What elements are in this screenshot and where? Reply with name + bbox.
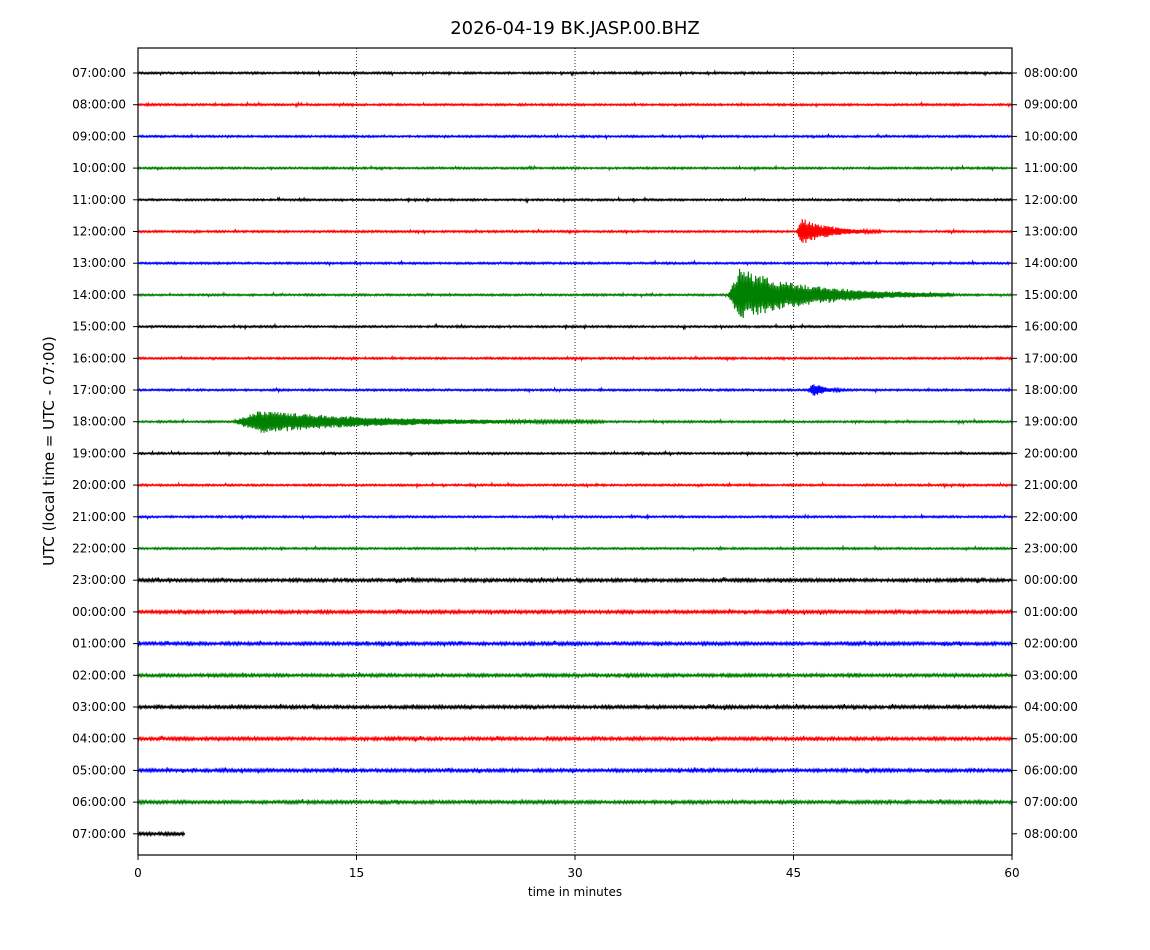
trace-row-4	[137, 195, 1013, 204]
left-tick-label-14: 21:00:00	[72, 510, 126, 524]
right-tick-label-1: 09:00:00	[1024, 98, 1078, 112]
left-tick-label-15: 22:00:00	[72, 542, 126, 556]
trace-row-19	[137, 671, 1013, 680]
left-tick-label-9: 16:00:00	[72, 351, 126, 365]
right-tick-label-12: 20:00:00	[1024, 446, 1078, 460]
right-tick-label-19: 03:00:00	[1024, 668, 1078, 682]
right-tick-label-15: 23:00:00	[1024, 542, 1078, 556]
trace-row-23	[137, 798, 1013, 806]
right-tick-label-13: 21:00:00	[1024, 478, 1078, 492]
right-tick-label-2: 10:00:00	[1024, 129, 1078, 143]
trace-row-11	[137, 411, 1013, 433]
left-tick-label-4: 11:00:00	[72, 193, 126, 207]
left-tick-label-6: 13:00:00	[72, 256, 126, 270]
trace-row-12	[137, 449, 1013, 458]
y-axis-label: UTC (local time = UTC - 07:00)	[40, 336, 58, 566]
x-tick-label-15: 15	[349, 866, 364, 880]
right-tick-label-18: 02:00:00	[1024, 637, 1078, 651]
left-tick-label-5: 12:00:00	[72, 225, 126, 239]
right-tick-label-0: 08:00:00	[1024, 66, 1078, 80]
left-tick-label-22: 05:00:00	[72, 763, 126, 777]
trace-row-14	[137, 512, 1013, 521]
trace-row-2	[137, 132, 1013, 141]
trace-row-7	[137, 268, 1013, 319]
chart-title: 2026-04-19 BK.JASP.00.BHZ	[450, 18, 700, 39]
right-tick-label-11: 19:00:00	[1024, 415, 1078, 429]
left-tick-label-0: 07:00:00	[72, 66, 126, 80]
right-tick-label-14: 22:00:00	[1024, 510, 1078, 524]
left-tick-label-20: 03:00:00	[72, 700, 126, 714]
trace-row-18	[137, 639, 1013, 648]
left-tick-label-7: 14:00:00	[72, 288, 126, 302]
trace-row-17	[137, 608, 1013, 616]
right-tick-label-3: 11:00:00	[1024, 161, 1078, 175]
x-tick-label-45: 45	[786, 866, 801, 880]
right-tick-label-22: 06:00:00	[1024, 763, 1078, 777]
trace-row-15	[137, 544, 1013, 552]
left-tick-label-21: 04:00:00	[72, 732, 126, 746]
trace-row-6	[137, 259, 1013, 267]
trace-row-21	[137, 734, 1013, 743]
x-tick-label-60: 60	[1004, 866, 1019, 880]
left-tick-label-16: 23:00:00	[72, 573, 126, 587]
trace-row-20	[137, 703, 1013, 712]
trace-row-22	[137, 766, 1013, 775]
x-tick-labels: 0 15 30 45 60	[134, 855, 1020, 880]
right-tick-label-4: 12:00:00	[1024, 193, 1078, 207]
trace-row-16	[137, 575, 1013, 584]
right-tick-label-10: 18:00:00	[1024, 383, 1078, 397]
trace-row-1	[137, 100, 1013, 109]
left-tick-label-11: 18:00:00	[72, 415, 126, 429]
left-tick-label-23: 06:00:00	[72, 795, 126, 809]
left-tick-label-18: 01:00:00	[72, 637, 126, 651]
trace-row-9	[137, 354, 1013, 362]
trace-row-13	[137, 481, 1013, 490]
x-tick-label-30: 30	[567, 866, 582, 880]
trace-row-3	[137, 164, 1013, 173]
left-tick-label-3: 10:00:00	[72, 161, 126, 175]
left-tick-label-1: 08:00:00	[72, 98, 126, 112]
right-tick-label-8: 16:00:00	[1024, 320, 1078, 334]
right-tick-label-9: 17:00:00	[1024, 351, 1078, 365]
left-tick-label-8: 15:00:00	[72, 320, 126, 334]
left-tick-label-17: 00:00:00	[72, 605, 126, 619]
left-tick-label-10: 17:00:00	[72, 383, 126, 397]
left-tick-label-24: 07:00:00	[72, 827, 126, 841]
left-tick-label-12: 19:00:00	[72, 446, 126, 460]
y-tick-labels: 07:00:00 08:00:00 09:00:00 10:00:00 11:00:00…	[72, 66, 1078, 841]
left-tick-label-13: 20:00:00	[72, 478, 126, 492]
left-tick-label-2: 09:00:00	[72, 129, 126, 143]
right-tick-label-6: 14:00:00	[1024, 256, 1078, 270]
trace-row-8	[137, 322, 1013, 331]
seismic-traces	[137, 69, 1013, 838]
right-tick-label-7: 15:00:00	[1024, 288, 1078, 302]
x-axis-label: time in minutes	[528, 885, 622, 899]
x-tick-label-0: 0	[134, 866, 142, 880]
right-tick-label-21: 05:00:00	[1024, 732, 1078, 746]
right-tick-label-16: 00:00:00	[1024, 573, 1078, 587]
right-tick-label-24: 08:00:00	[1024, 827, 1078, 841]
trace-row-5	[137, 219, 1013, 243]
left-tick-label-19: 02:00:00	[72, 668, 126, 682]
trace-row-0	[137, 69, 1013, 78]
right-tick-label-20: 04:00:00	[1024, 700, 1078, 714]
grid-lines	[356, 48, 794, 855]
right-tick-label-23: 07:00:00	[1024, 795, 1078, 809]
right-tick-label-5: 13:00:00	[1024, 225, 1078, 239]
trace-row-24	[137, 830, 186, 838]
trace-row-10	[137, 384, 1013, 396]
right-tick-label-17: 01:00:00	[1024, 605, 1078, 619]
